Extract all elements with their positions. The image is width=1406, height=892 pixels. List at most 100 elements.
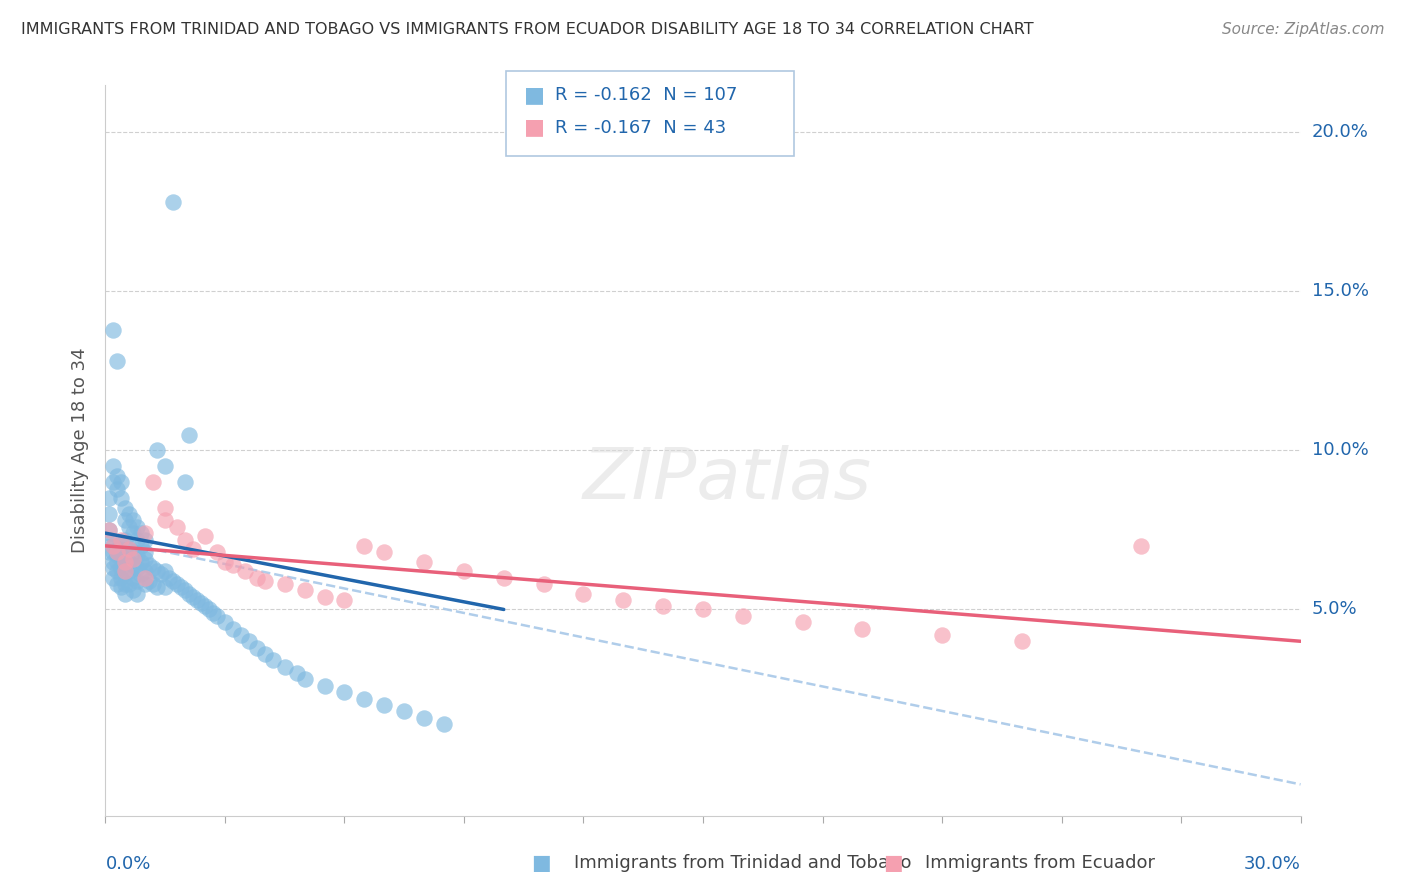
Point — [110, 535, 132, 549]
Point — [174, 533, 197, 547]
Point — [129, 567, 153, 582]
Point — [110, 549, 132, 563]
Point — [122, 526, 145, 541]
Point — [98, 507, 121, 521]
Point — [353, 691, 375, 706]
Text: 30.0%: 30.0% — [1244, 855, 1301, 873]
Point — [129, 526, 153, 541]
Point — [134, 526, 156, 541]
Point — [110, 491, 132, 505]
Point — [205, 608, 228, 623]
Point — [114, 500, 136, 515]
Point — [214, 555, 236, 569]
Point — [122, 545, 145, 559]
Text: 0.0%: 0.0% — [105, 855, 150, 873]
Point — [122, 513, 145, 527]
Point — [103, 539, 125, 553]
Point — [533, 577, 555, 591]
Point — [153, 580, 177, 594]
Text: R = -0.167  N = 43: R = -0.167 N = 43 — [555, 119, 727, 136]
Point — [692, 602, 714, 616]
Point — [134, 577, 156, 591]
Point — [214, 615, 236, 630]
Point — [127, 574, 149, 588]
Text: R = -0.162  N = 107: R = -0.162 N = 107 — [555, 87, 738, 104]
Point — [114, 555, 136, 569]
Point — [114, 564, 136, 578]
Point — [118, 542, 141, 557]
Point — [118, 520, 141, 534]
Point — [103, 459, 125, 474]
Point — [114, 577, 136, 591]
Point — [118, 507, 141, 521]
Text: Immigrants from Trinidad and Tobago: Immigrants from Trinidad and Tobago — [574, 855, 911, 872]
Point — [186, 593, 208, 607]
Point — [246, 571, 269, 585]
Point — [162, 574, 184, 588]
Point — [851, 622, 873, 636]
Point — [153, 459, 177, 474]
Text: ZIPatlas: ZIPatlas — [582, 445, 872, 514]
Point — [127, 561, 149, 575]
Point — [98, 523, 121, 537]
Point — [229, 628, 252, 642]
Point — [1130, 539, 1153, 553]
Point — [110, 475, 132, 490]
Text: 5.0%: 5.0% — [1312, 600, 1357, 618]
Point — [205, 545, 228, 559]
Point — [129, 555, 153, 569]
Point — [138, 574, 160, 588]
Point — [792, 615, 814, 630]
Point — [333, 685, 356, 699]
Point — [127, 549, 149, 563]
Point — [253, 647, 276, 661]
Point — [294, 673, 316, 687]
Point — [273, 577, 295, 591]
Point — [1011, 634, 1033, 648]
Point — [314, 679, 336, 693]
Point — [177, 427, 201, 442]
Point — [146, 580, 169, 594]
Point — [103, 561, 125, 575]
Point — [198, 602, 221, 616]
Point — [118, 577, 141, 591]
Point — [122, 571, 145, 585]
Point — [122, 558, 145, 572]
Point — [110, 533, 132, 547]
Point — [103, 545, 125, 559]
Point — [413, 555, 436, 569]
Text: 15.0%: 15.0% — [1312, 283, 1368, 301]
Point — [134, 564, 156, 578]
Point — [492, 571, 515, 585]
Point — [118, 564, 141, 578]
Point — [134, 545, 156, 559]
Point — [146, 443, 169, 458]
Point — [262, 653, 284, 667]
Point — [314, 590, 336, 604]
Point — [107, 469, 129, 483]
Text: 10.0%: 10.0% — [1312, 442, 1368, 459]
Point — [134, 533, 156, 547]
Point — [170, 580, 193, 594]
Text: ■: ■ — [524, 86, 546, 105]
Text: Source: ZipAtlas.com: Source: ZipAtlas.com — [1222, 22, 1385, 37]
Point — [194, 529, 217, 543]
Point — [110, 571, 132, 585]
Point — [190, 596, 212, 610]
Point — [110, 561, 132, 575]
Point — [107, 354, 129, 368]
Point — [253, 574, 276, 588]
Point — [114, 513, 136, 527]
Point — [177, 586, 201, 600]
Point — [103, 539, 125, 553]
Point — [353, 539, 375, 553]
Point — [114, 533, 136, 547]
Point — [127, 520, 149, 534]
Point — [134, 571, 156, 585]
Point — [222, 622, 245, 636]
Point — [142, 561, 165, 575]
Point — [453, 564, 475, 578]
Point — [233, 564, 256, 578]
Point — [373, 545, 395, 559]
Point — [612, 593, 634, 607]
